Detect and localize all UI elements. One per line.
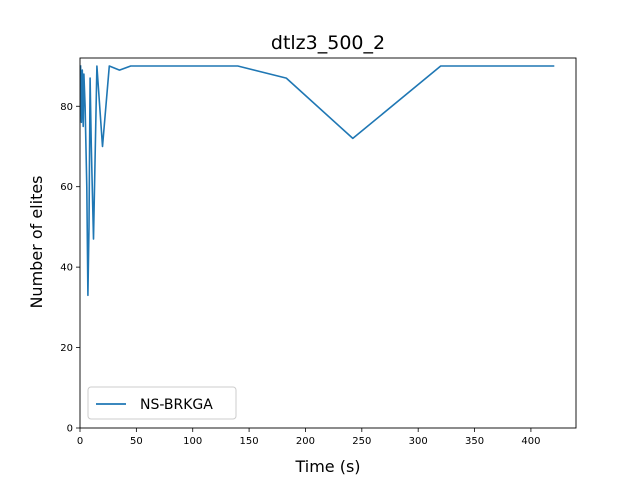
x-tick-label-8: 400 [521,436,540,447]
axes-frame [79,57,577,429]
legend: NS-BRKGA [87,386,237,420]
y-tick-label-4: 80 [60,102,73,113]
y-tick-label-2: 40 [60,263,73,274]
x-tick-label-1: 50 [130,436,143,447]
x-tick-label-7: 350 [465,436,484,447]
x-tick-label-2: 100 [183,436,202,447]
legend-label-0: NS-BRKGA [140,397,213,413]
plot-area: 0 50 100 150 200 250 300 350 400 0 20 40 60 80 [60,57,577,447]
x-tick-label-4: 200 [296,436,315,447]
series-line-0 [79,65,555,297]
x-tick-label-5: 250 [352,436,371,447]
legend-box [87,386,237,420]
x-axis-title: Time (s) [294,457,360,476]
y-tick-label-0: 0 [67,424,73,435]
x-tick-label-0: 0 [77,436,83,447]
x-tick-label-3: 150 [240,436,259,447]
chart-title: dtlz3_500_2 [271,32,385,54]
y-axis-title: Number of elites [27,175,46,308]
y-tick-label-3: 60 [60,182,73,193]
x-tick-label-6: 300 [409,436,428,447]
y-tick-label-1: 20 [60,343,73,354]
